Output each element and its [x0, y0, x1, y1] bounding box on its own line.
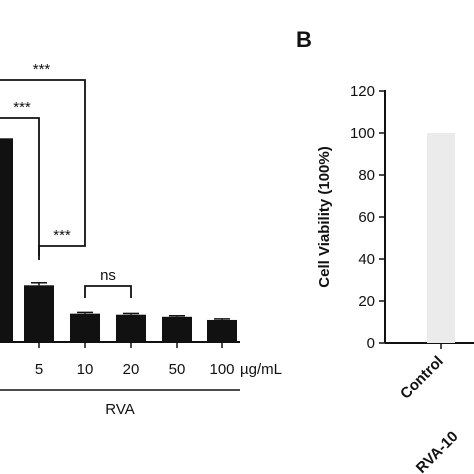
bar-4 [162, 316, 192, 342]
bar-3 [116, 314, 146, 342]
significance-bracket-1 [0, 117, 40, 260]
panel-label-b: B [296, 27, 312, 52]
bar-0 [0, 138, 13, 342]
x-tick-label-4: 50 [169, 361, 186, 378]
y-tick-label-0: 0 [367, 335, 375, 352]
bar-2 [70, 313, 100, 342]
y-tick-label-5: 100 [350, 125, 375, 142]
y-tick-label-4: 80 [358, 167, 375, 184]
significance-bracket-2 [38, 210, 86, 256]
significance-bracket-3 [84, 285, 132, 298]
x-tick-label-5: 100 [209, 361, 234, 378]
x-tick-label-3: 20 [123, 361, 140, 378]
y-tick-label-2: 40 [358, 251, 375, 268]
significance-label-2: *** [53, 227, 71, 244]
x-category-label-1: RVA-10 [413, 428, 462, 474]
y-tick-label-3: 60 [358, 209, 375, 226]
significance-label-3: ns [100, 267, 116, 284]
bar-5 [207, 319, 237, 342]
y-axis-title: Cell Viability (100%) [316, 146, 333, 287]
significance-label-0: *** [33, 61, 51, 78]
x-unit-label: µg/mL [240, 361, 282, 378]
x-tick-label-1: 5 [35, 361, 43, 378]
x-tick-label-2: 10 [77, 361, 94, 378]
bar-1 [24, 285, 54, 342]
group-label: RVA [105, 401, 134, 418]
bar-b-0 [427, 133, 455, 343]
significance-label-1: *** [13, 99, 31, 116]
y-tick-label-6: 120 [350, 83, 375, 100]
significance-bracket-0 [0, 79, 86, 210]
y-tick-label-1: 20 [358, 293, 375, 310]
x-category-label-0: Control [397, 353, 447, 403]
